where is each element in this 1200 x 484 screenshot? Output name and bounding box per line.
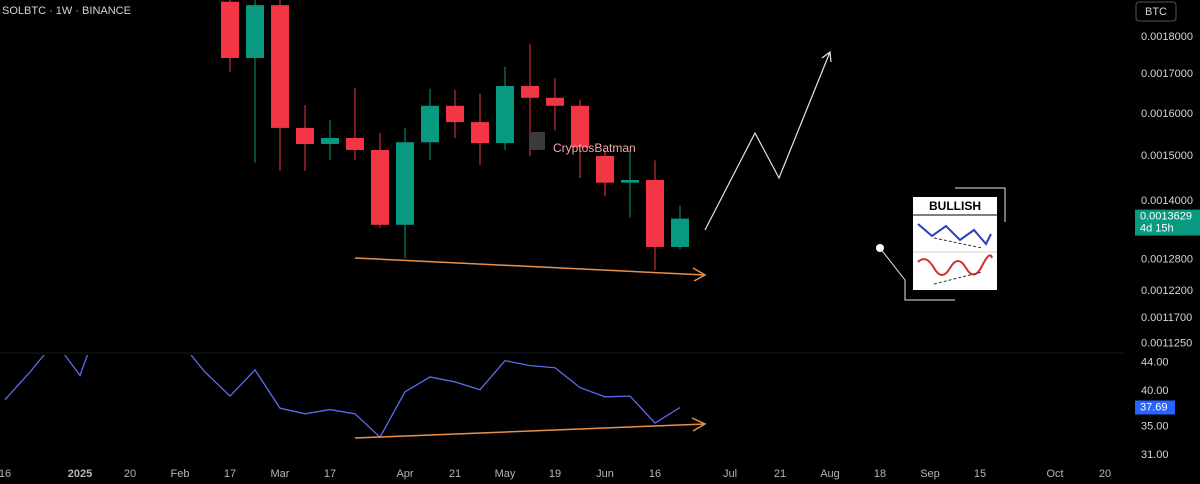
- x-tick-label: Feb: [171, 468, 190, 480]
- axes: 16 2025 20 Feb 17 Mar 17 Apr 21 May 19 Jun 16 Jul 21 Au…: [0, 31, 1200, 480]
- price-label-box: [1135, 209, 1200, 236]
- x-tick-label: 21: [774, 468, 786, 480]
- bracket: [879, 247, 955, 301]
- pattern-line: [917, 254, 993, 276]
- candle-body: [671, 218, 689, 247]
- candle-body: [271, 5, 289, 128]
- arrow-head: [691, 417, 707, 432]
- candle-body: [571, 105, 589, 148]
- price-pane: [221, 0, 689, 270]
- y-tick-label: 0.0011700: [1141, 312, 1192, 324]
- price-label: 0.0013629: [1140, 211, 1192, 223]
- unit-box: [1135, 1, 1177, 22]
- trend-line: [354, 423, 706, 439]
- candle-body: [321, 138, 339, 144]
- x-tick-label: 16: [0, 468, 11, 480]
- candle-body: [421, 105, 439, 143]
- x-tick-label: 16: [649, 468, 661, 480]
- candle-body: [646, 179, 664, 247]
- candle-body: [546, 97, 564, 106]
- pattern-line: [917, 223, 992, 246]
- y-tick-label: 0.0012200: [1141, 285, 1193, 297]
- x-tick-label: 17: [324, 468, 336, 480]
- chart-title: SOLBTC · 1W · BINANCE: [2, 5, 131, 17]
- countdown-label: 4d 15h: [1140, 223, 1174, 235]
- drawings: [354, 50, 1006, 439]
- candle-body: [371, 149, 389, 225]
- x-tick-label: Mar: [271, 468, 290, 480]
- y-tick-label: 0.0018000: [1141, 31, 1193, 43]
- rsi-label-box: [1135, 400, 1175, 415]
- x-tick-label: Jun: [596, 468, 614, 480]
- avatar: [529, 132, 545, 150]
- y-tick-label: 0.0014000: [1141, 195, 1193, 207]
- bracket: [955, 187, 1006, 222]
- candle-body: [246, 5, 264, 59]
- y-tick-label: 44.00: [1141, 357, 1169, 369]
- y-tick-label: 31.00: [1141, 449, 1169, 461]
- candle-body: [446, 105, 464, 123]
- candle-body: [496, 85, 514, 144]
- bullish-label: BULLISH: [929, 199, 981, 213]
- y-tick-label: 35.00: [1141, 420, 1169, 432]
- y-tick-label: 0.0017000: [1141, 68, 1193, 80]
- rsi-pane: [4, 355, 681, 439]
- candle-body: [221, 1, 239, 59]
- bullish-card: [913, 197, 997, 290]
- x-tick-label: 20: [124, 468, 136, 480]
- x-tick-label: 18: [874, 468, 886, 480]
- trend-line: [354, 257, 706, 276]
- x-tick-label: 17: [224, 468, 236, 480]
- candle-body: [296, 127, 314, 144]
- x-tick-label: Jul: [723, 468, 737, 480]
- rsi-label: 37.69: [1140, 401, 1168, 413]
- x-tick-label: Oct: [1046, 468, 1063, 480]
- unit-label: BTC: [1145, 6, 1167, 18]
- watermark: CryptosBatman: [553, 141, 636, 155]
- y-tick-label: 0.0015000: [1141, 150, 1193, 162]
- x-tick-label: 19: [549, 468, 561, 480]
- x-tick-label: May: [495, 468, 516, 480]
- pattern-line: [933, 271, 983, 285]
- x-tick-label: Aug: [820, 468, 840, 480]
- arrow-head: [821, 50, 832, 63]
- y-tick-label: 0.0016000: [1141, 108, 1193, 120]
- x-tick-label: 21: [449, 468, 461, 480]
- pattern-line: [933, 237, 983, 249]
- x-tick-label: 15: [974, 468, 986, 480]
- y-tick-label: 0.0012800: [1141, 253, 1193, 265]
- candle-body: [396, 142, 414, 225]
- y-tick-label: 40.00: [1141, 385, 1169, 397]
- arrow-head: [692, 267, 707, 282]
- candle-body: [471, 122, 489, 144]
- x-tick-label: Apr: [396, 468, 413, 480]
- candle-body: [596, 156, 614, 183]
- x-tick-label: 20: [1099, 468, 1111, 480]
- x-tick-label: 2025: [68, 468, 92, 480]
- candle-body: [521, 85, 539, 98]
- candle-body: [621, 179, 639, 183]
- candle-body: [346, 138, 364, 150]
- rsi-line: [4, 355, 681, 439]
- projection: [704, 51, 831, 231]
- y-tick-label: 0.0011250: [1141, 338, 1192, 350]
- x-tick-label: Sep: [920, 468, 940, 480]
